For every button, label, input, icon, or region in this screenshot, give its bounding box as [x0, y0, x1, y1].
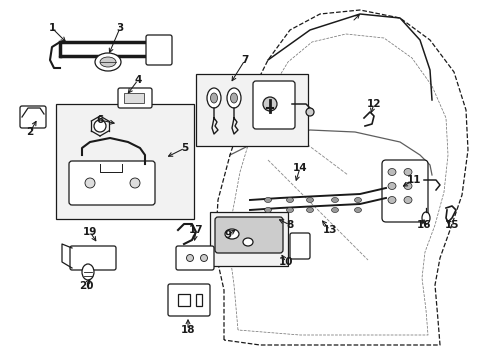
Ellipse shape: [354, 198, 361, 202]
Text: 10: 10: [278, 257, 293, 267]
Ellipse shape: [100, 57, 116, 67]
Ellipse shape: [263, 97, 276, 111]
Ellipse shape: [82, 264, 94, 280]
Text: 2: 2: [26, 127, 34, 137]
Text: 18: 18: [181, 325, 195, 335]
FancyBboxPatch shape: [124, 93, 143, 103]
Ellipse shape: [306, 198, 313, 202]
Ellipse shape: [230, 93, 237, 103]
Text: 12: 12: [366, 99, 381, 109]
Ellipse shape: [264, 198, 271, 202]
Ellipse shape: [331, 207, 338, 212]
FancyBboxPatch shape: [289, 233, 309, 259]
Text: 4: 4: [134, 75, 142, 85]
Text: 3: 3: [116, 23, 123, 33]
Text: 17: 17: [188, 225, 203, 235]
FancyBboxPatch shape: [118, 88, 152, 108]
Ellipse shape: [403, 183, 411, 189]
FancyBboxPatch shape: [252, 81, 294, 129]
Text: 16: 16: [416, 220, 430, 230]
Ellipse shape: [305, 108, 313, 116]
Text: 6: 6: [96, 115, 103, 125]
Ellipse shape: [286, 198, 293, 202]
Text: 1: 1: [48, 23, 56, 33]
Text: 19: 19: [82, 227, 97, 237]
Ellipse shape: [224, 229, 239, 239]
FancyBboxPatch shape: [168, 284, 209, 316]
Ellipse shape: [354, 207, 361, 212]
Ellipse shape: [94, 120, 106, 132]
Text: 8: 8: [286, 220, 293, 230]
Ellipse shape: [95, 53, 121, 71]
Text: 5: 5: [181, 143, 188, 153]
Ellipse shape: [130, 178, 140, 188]
Text: 13: 13: [322, 225, 337, 235]
Ellipse shape: [85, 178, 95, 188]
Bar: [196, 294, 202, 306]
Text: 11: 11: [406, 175, 420, 185]
FancyBboxPatch shape: [215, 217, 283, 253]
Text: 15: 15: [444, 220, 458, 230]
Ellipse shape: [306, 207, 313, 212]
Ellipse shape: [264, 207, 271, 212]
Text: 14: 14: [292, 163, 306, 173]
Text: 20: 20: [79, 281, 93, 291]
Ellipse shape: [387, 183, 395, 189]
Ellipse shape: [286, 207, 293, 212]
Bar: [209, 212, 287, 266]
Ellipse shape: [421, 212, 429, 224]
FancyBboxPatch shape: [381, 160, 427, 222]
Ellipse shape: [243, 238, 252, 246]
Ellipse shape: [226, 88, 241, 108]
Ellipse shape: [206, 88, 221, 108]
FancyBboxPatch shape: [70, 246, 116, 270]
Ellipse shape: [331, 198, 338, 202]
Text: 7: 7: [241, 55, 248, 65]
FancyBboxPatch shape: [69, 161, 155, 205]
Ellipse shape: [210, 93, 217, 103]
FancyBboxPatch shape: [146, 35, 172, 65]
Ellipse shape: [186, 255, 193, 261]
Bar: [196, 74, 307, 146]
Bar: [178, 294, 190, 306]
Ellipse shape: [403, 197, 411, 203]
FancyBboxPatch shape: [20, 106, 46, 128]
Ellipse shape: [387, 168, 395, 176]
Text: 9: 9: [224, 230, 231, 240]
Bar: [56, 104, 194, 219]
Ellipse shape: [200, 255, 207, 261]
Ellipse shape: [387, 197, 395, 203]
FancyBboxPatch shape: [176, 246, 214, 270]
Ellipse shape: [403, 168, 411, 176]
